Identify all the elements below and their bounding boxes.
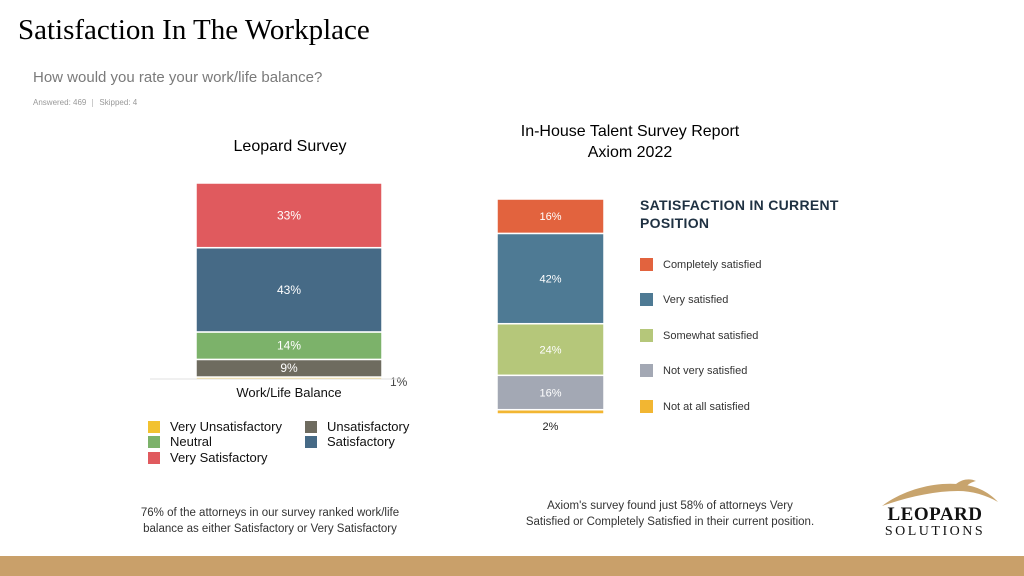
legend-item-neutral: Neutral <box>148 434 212 449</box>
data-label-somewhat-satisfied: 24% <box>539 345 561 357</box>
data-label-neutral: 14% <box>277 339 301 353</box>
leopard-category-label: Work/Life Balance <box>236 385 341 400</box>
legend-label: Somewhat satisfied <box>663 329 759 342</box>
axiom-title-line-1: In-House Talent Survey Report <box>520 123 740 140</box>
legend-swatch <box>640 258 653 271</box>
leopard-summary-note: 76% of the attorneys in our survey ranke… <box>110 505 430 537</box>
legend-item-very-satisfied: Very satisfied <box>640 293 728 306</box>
logo-main-text: LEOPARD <box>887 504 983 525</box>
leopard-legend: Very Unsatisfactory Unsatisfactory Neutr… <box>148 419 448 469</box>
leopard-solutions-logo: LEOPARD SOLUTIONS <box>880 505 990 539</box>
axiom-legend-title: SATISFACTION IN CURRENT POSITION <box>640 197 839 231</box>
legend-swatch <box>640 293 653 306</box>
data-label-very-satisfied: 42% <box>539 274 561 286</box>
bar-segment-somewhat-satisfied <box>496 322 605 377</box>
data-label-unsatisfactory: 9% <box>280 361 298 375</box>
axiom-title-line-2: Axiom 2022 <box>587 144 673 161</box>
legend-item-unsatisfactory: Unsatisfactory <box>305 419 409 434</box>
note-line: 76% of the attorneys in our survey ranke… <box>140 507 400 519</box>
legend-label: Neutral <box>170 434 212 449</box>
page-title: Satisfaction In The Workplace <box>18 14 370 46</box>
axiom-legend: Completely satisfied Very satisfied Some… <box>640 258 840 418</box>
legend-label: Not very satisfied <box>663 364 748 377</box>
leopard-logo-mark <box>882 479 998 506</box>
footer-bar <box>0 556 1024 576</box>
bar-segment-very-satisfactory <box>195 182 383 249</box>
data-label-very-unsatisfactory: 1% <box>390 375 408 389</box>
divider <box>92 98 94 107</box>
legend-label: Very Satisfactory <box>170 450 268 465</box>
legend-label: Satisfactory <box>327 434 395 449</box>
legend-item-satisfactory: Satisfactory <box>305 434 395 449</box>
note-line: Satisfied or Completely Satisfied in the… <box>525 516 815 528</box>
bar-segment-very-satisfied <box>496 232 605 325</box>
legend-label: Unsatisfactory <box>327 419 410 434</box>
survey-question: How would you rate your work/life balanc… <box>33 69 323 86</box>
leopard-chart-title: Leopard Survey <box>233 138 347 155</box>
data-label-completely-satisfied: 16% <box>539 211 561 223</box>
note-line: balance as either Satisfactory or Very S… <box>143 523 397 535</box>
legend-swatch <box>640 400 653 413</box>
legend-item-very-unsatisfactory: Very Unsatisfactory <box>148 419 282 434</box>
legend-item-not-very-satisfied: Not very satisfied <box>640 364 747 377</box>
legend-swatch <box>148 435 160 448</box>
data-label-not-at-all-satisfied: 2% <box>543 421 559 433</box>
axiom-stacked-bar-chart: 2% 16% 24% 42% 16% <box>496 198 605 433</box>
legend-item-very-satisfactory: Very Satisfactory <box>148 450 268 465</box>
legend-item-not-at-all-satisfied: Not at all satisfied <box>640 400 750 413</box>
legend-item-somewhat-satisfied: Somewhat satisfied <box>640 329 758 342</box>
answered-count: Answered: 469 <box>33 98 87 107</box>
legend-swatch <box>305 420 317 433</box>
legend-swatch <box>305 435 317 448</box>
legend-swatch <box>640 364 653 377</box>
data-label-very-satisfactory: 33% <box>277 208 301 222</box>
response-stats: Answered: 469 Skipped: 4 <box>33 98 137 107</box>
legend-swatch <box>640 329 653 342</box>
legend-swatch <box>148 451 160 464</box>
legend-label: Very Unsatisfactory <box>170 419 282 434</box>
bar-segment-satisfactory <box>195 246 383 333</box>
data-label-not-very-satisfied: 16% <box>539 388 561 400</box>
data-label-satisfactory: 43% <box>277 283 301 297</box>
legend-item-completely-satisfied: Completely satisfied <box>640 258 761 271</box>
logo-sub-text: SOLUTIONS <box>884 524 986 539</box>
legend-label: Not at all satisfied <box>663 400 750 413</box>
legend-label: Very satisfied <box>663 293 729 306</box>
axiom-chart-title: In-House Talent Survey Report Axiom 2022 <box>480 121 780 163</box>
bar-segment-completely-satisfied <box>496 198 605 235</box>
axiom-summary-note: Axiom's survey found just 58% of attorne… <box>490 498 850 530</box>
legend-swatch <box>148 420 160 433</box>
legend-label: Completely satisfied <box>663 258 762 271</box>
note-line: Axiom's survey found just 58% of attorne… <box>547 500 793 512</box>
skipped-count: Skipped: 4 <box>99 98 138 107</box>
leopard-stacked-bar-chart: 1% 9% 14% 43% 33% Work/Life Balance <box>150 182 408 400</box>
